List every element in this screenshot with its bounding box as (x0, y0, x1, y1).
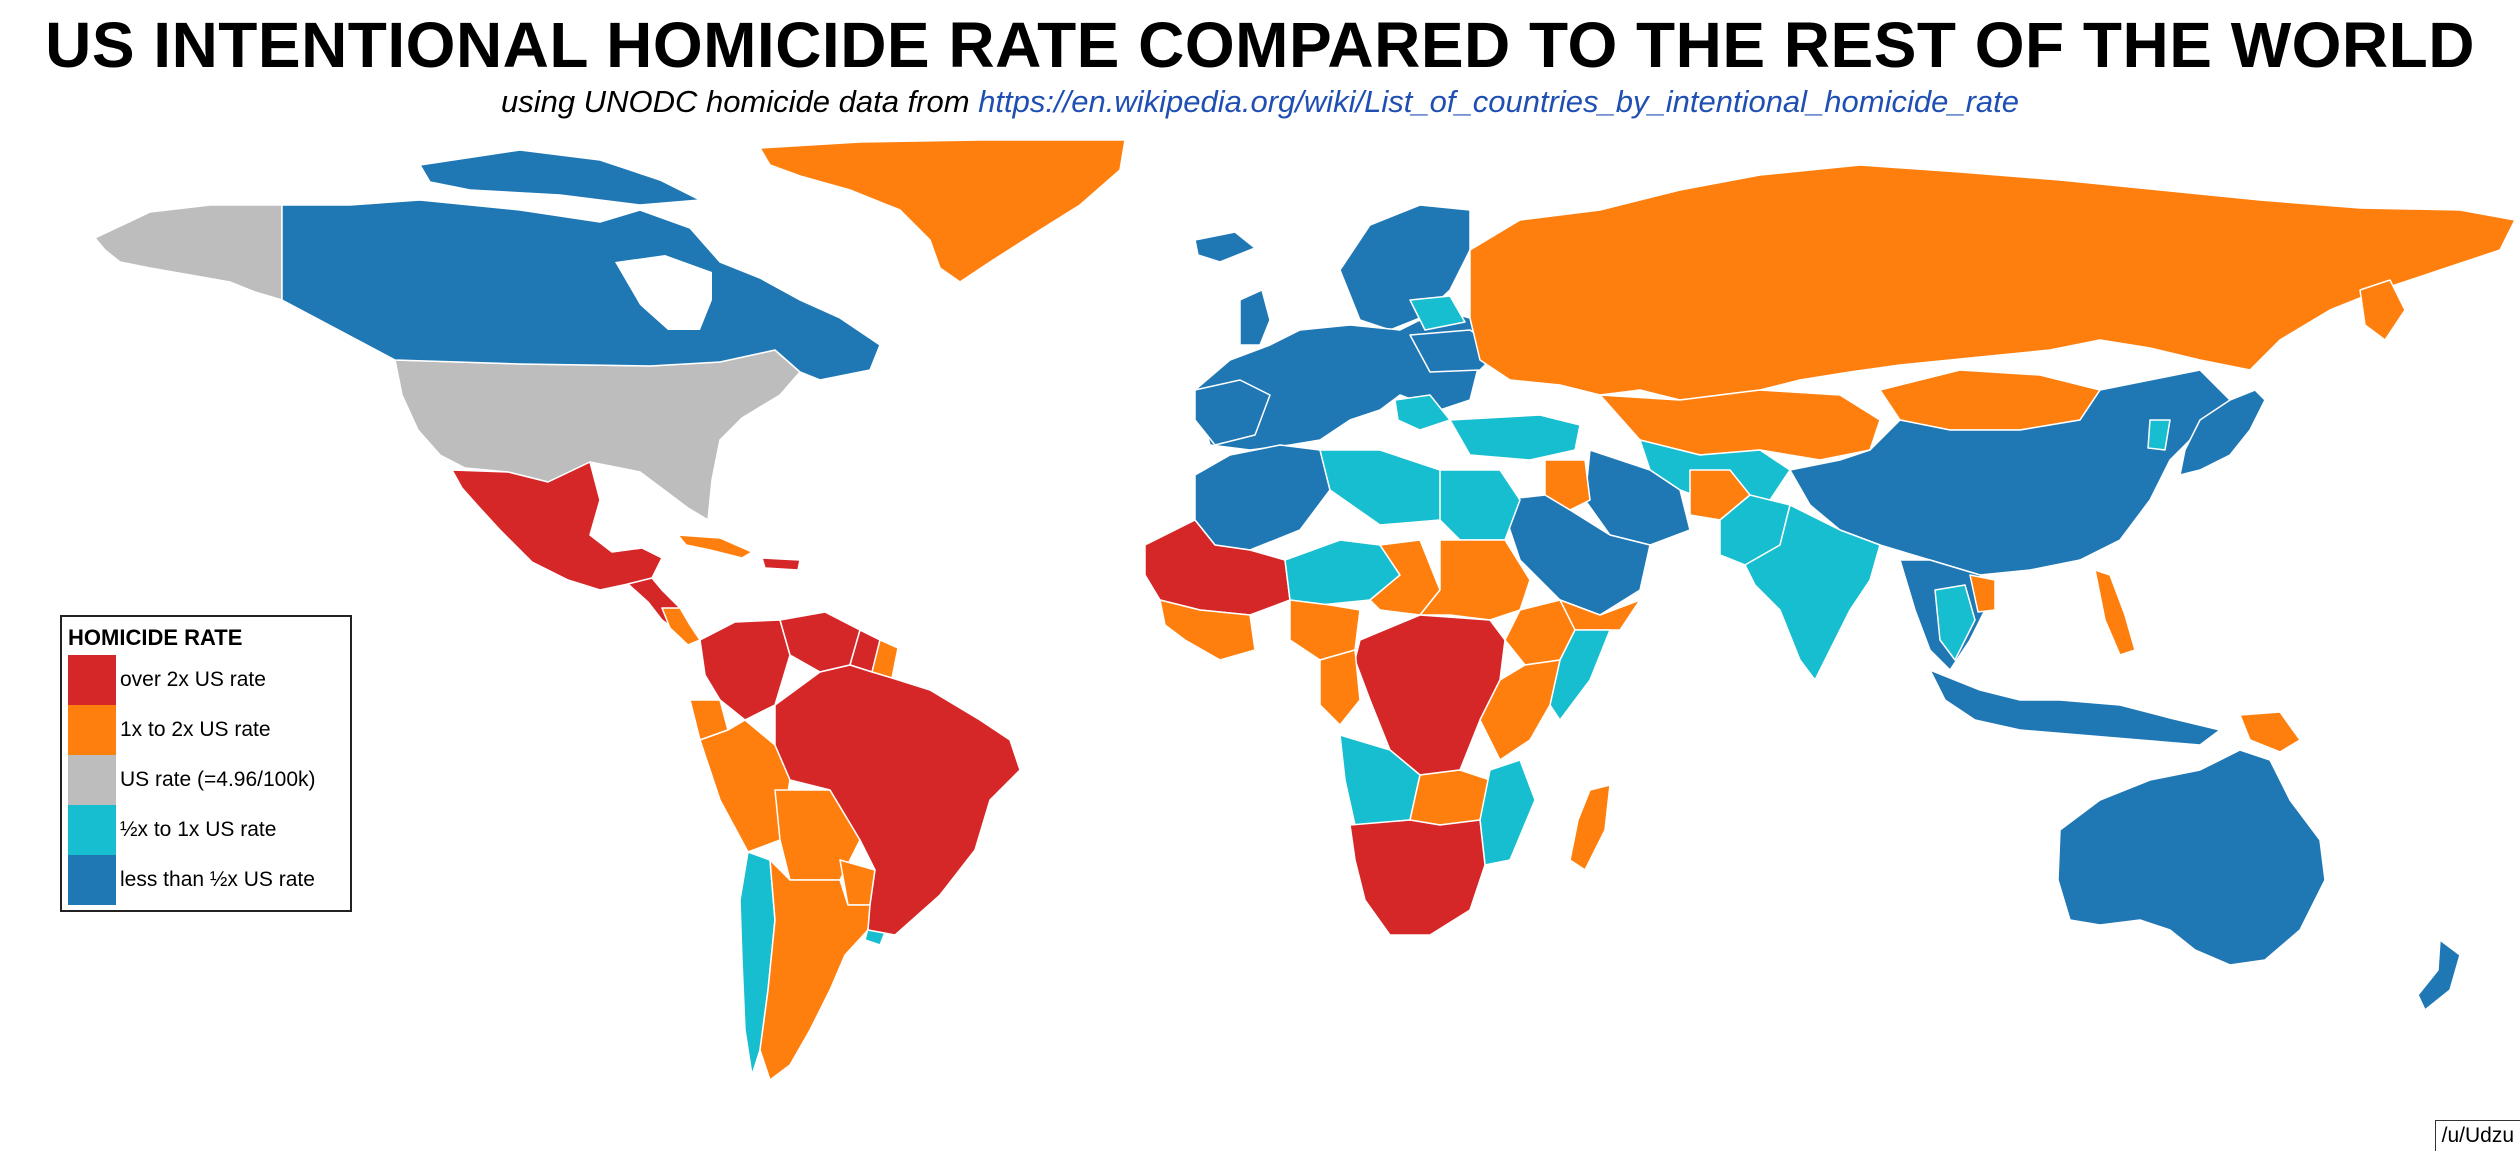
region-cameroon-gabon (1319, 649, 1361, 726)
legend-swatch-cyan (68, 805, 116, 855)
region-nicaragua-costa-rica (661, 607, 701, 646)
region-philippines (2094, 569, 2136, 656)
source-link[interactable]: https://en.wikipedia.org/wiki/List_of_co… (978, 84, 2020, 119)
region-west-coast (1159, 599, 1256, 661)
legend-item-low: less than ½x US rate (68, 855, 344, 905)
legend-label: less than ½x US rate (120, 868, 315, 891)
region-saudi-arabia (1499, 494, 1651, 616)
region-chad (1369, 539, 1441, 616)
region-korea (2147, 419, 2171, 451)
legend-label: over 2x US rate (120, 668, 266, 691)
region-north-africa (1194, 444, 1331, 551)
region-hispaniola (761, 557, 801, 571)
region-zambia-zimbabwe (1409, 769, 1491, 826)
legend-swatch-orange (68, 705, 116, 755)
legend-swatch-blue (68, 855, 116, 905)
region-greenland (759, 139, 1126, 283)
credit-label: /u/Udzu (2434, 1120, 2520, 1151)
region-iran (1584, 449, 1691, 546)
region-mozambique (1479, 759, 1536, 866)
region-argentina (759, 859, 871, 1081)
subtitle-prefix: using UNODC homicide data from (500, 84, 979, 119)
region-laos (1969, 574, 1996, 613)
legend-label: ½x to 1x US rate (120, 818, 277, 841)
region-iceland (1194, 231, 1256, 263)
region-baltics-belarus (1409, 295, 1466, 331)
region-southern-africa-red (1349, 819, 1486, 936)
region-uk (1239, 289, 1271, 346)
region-mexico (451, 461, 663, 591)
region-indonesia (1929, 669, 2221, 746)
region-alaska (94, 204, 283, 301)
region-mongolia (1879, 369, 2101, 431)
legend-label: US rate (=4.96/100k) (120, 768, 316, 791)
region-balkans-turkey-west (1394, 394, 1451, 431)
region-thailand (1934, 584, 1976, 661)
legend-item-us: US rate (=4.96/100k) (68, 755, 344, 805)
region-egypt (1439, 469, 1521, 541)
region-papua-new-guinea (2239, 711, 2301, 753)
map-subtitle: using UNODC homicide data from https://e… (0, 84, 2520, 120)
legend-swatch-gray (68, 755, 116, 805)
legend-item-half: ½x to 1x US rate (68, 805, 344, 855)
region-venezuela (779, 611, 861, 673)
region-iraq (1544, 459, 1591, 511)
region-australia (2057, 749, 2326, 966)
region-brazil (774, 664, 1021, 936)
region-madagascar (1569, 784, 1611, 871)
region-kamchatka (2359, 279, 2406, 341)
legend-swatch-red (68, 655, 116, 705)
world-map (94, 139, 2516, 1081)
map-title: US INTENTIONAL HOMICIDE RATE COMPARED TO… (45, 9, 2475, 81)
region-turkey (1449, 414, 1581, 461)
legend-title: HOMICIDE RATE (68, 625, 243, 650)
region-east-africa (1479, 659, 1561, 761)
region-canada-arctic (419, 149, 701, 206)
region-spain-portugal (1194, 379, 1271, 446)
legend-item-over-2x: over 2x US rate (68, 655, 344, 705)
region-europe (1194, 309, 1481, 451)
region-canada (281, 199, 881, 381)
region-russia (1469, 164, 2516, 401)
legend: HOMICIDE RATE over 2x US rate 1x to 2x U… (60, 615, 352, 912)
region-hudson-bay (615, 255, 712, 330)
region-kazakhstan (1599, 389, 1881, 461)
region-libya-tunisia (1319, 449, 1461, 526)
legend-item-1x-2x: 1x to 2x US rate (68, 705, 344, 755)
region-central-africa-red (1354, 614, 1506, 776)
legend-label: 1x to 2x US rate (120, 718, 271, 741)
region-india (1744, 504, 1881, 681)
region-new-zealand (2417, 939, 2461, 1011)
region-japan (2179, 389, 2266, 476)
region-cuba (677, 534, 753, 559)
